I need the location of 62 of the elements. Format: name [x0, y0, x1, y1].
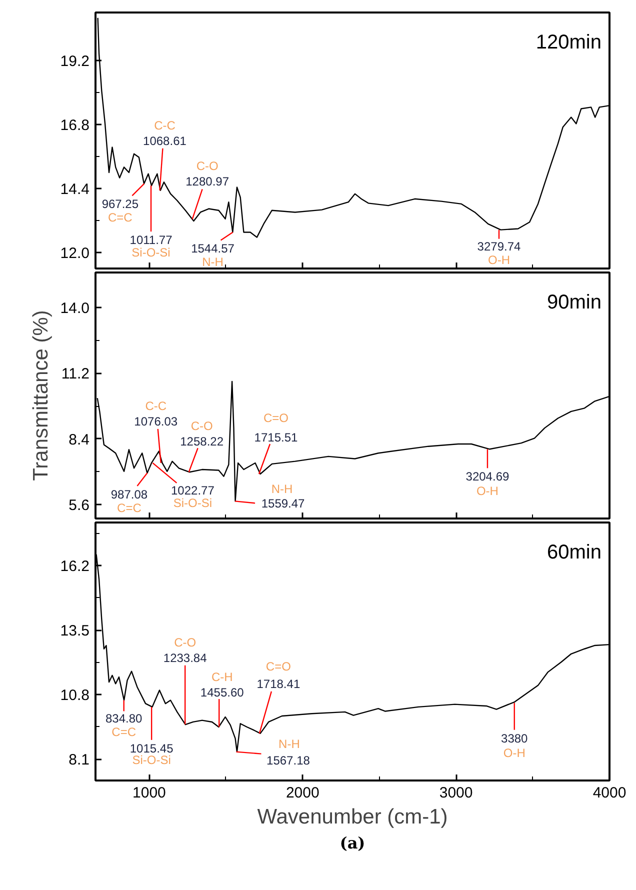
annotation: Si-O-Si [132, 752, 171, 767]
x-tick-label: 4000 [592, 784, 626, 802]
y-tick-label: 5.6 [68, 496, 90, 514]
annotation: 1455.60 [200, 685, 244, 700]
x-tick-label: 1000 [132, 784, 166, 802]
annotation: N-H [278, 736, 300, 751]
annotation: 1015.45 [130, 741, 174, 756]
x-tick-label: 2000 [286, 784, 320, 802]
annotation: 1011.77 [130, 233, 173, 248]
y-tick-label: 8.4 [68, 431, 90, 448]
annotation: 1544.57 [191, 242, 235, 256]
y-tick-label: 12.0 [60, 245, 90, 262]
text: (a) [340, 834, 366, 852]
annotation: 967.25 [102, 197, 139, 212]
y-tick-label: 8.1 [68, 752, 90, 768]
annotation: 1068.61 [143, 134, 187, 148]
annotation: 834.80 [106, 712, 143, 726]
annotation: 1280.97 [186, 174, 230, 189]
x-axis-title: Wavenumber (cm-1) [257, 806, 448, 828]
annotation: 3380 [501, 731, 528, 746]
annotation: O-H [476, 484, 498, 498]
y-tick-label: 16.8 [60, 117, 90, 134]
y-tick-label: 11.2 [61, 366, 90, 383]
y-tick-label: 10.8 [60, 687, 90, 704]
text: 120min [536, 32, 602, 54]
annotation: C-O [174, 635, 196, 650]
annotation: C=C [117, 501, 142, 516]
annotation: 3204.69 [466, 470, 510, 484]
annotation: C-O [196, 159, 218, 174]
annotation: C-O [190, 419, 213, 434]
text: 90min [547, 292, 602, 314]
y-tick-label: 16.2 [60, 558, 90, 575]
annotation: C-H [211, 670, 233, 684]
annotation: 1715.51 [254, 430, 298, 444]
y-tick-label: 14.0 [60, 300, 90, 318]
annotation: O-H [488, 252, 510, 267]
annotation: C-C [154, 118, 176, 132]
annotation: 1559.47 [261, 496, 306, 511]
annotation: 1258.22 [180, 434, 224, 449]
y-tick-label: 19.2 [60, 53, 90, 70]
annotation: C-C [145, 398, 167, 413]
annotation: 1718.41 [256, 676, 300, 691]
x-tick-label: 3000 [439, 784, 473, 802]
annotation: 1567.18 [266, 753, 310, 768]
annotation: C=O [263, 410, 288, 425]
annotation: N-H [202, 255, 224, 270]
y-tick-label: 14.4 [60, 181, 90, 198]
annotation: 3279.74 [477, 239, 522, 254]
annotation: O-H [503, 746, 526, 760]
annotation: 1233.84 [163, 650, 208, 665]
annotation: 1022.77 [171, 483, 215, 498]
annotation: 1076.03 [134, 414, 178, 428]
y-axis-title: Transmittance (%) [29, 310, 52, 481]
annotation: N-H [271, 482, 293, 496]
annotation: C=C [112, 725, 136, 740]
annotation: Si-O-Si [132, 246, 170, 260]
annotation: C=O [266, 659, 291, 674]
annotation: C=C [108, 210, 133, 225]
annotation: 987.08 [110, 488, 148, 502]
text: 60min [547, 542, 602, 564]
y-tick-label: 13.5 [60, 622, 90, 640]
annotation: Si-O-Si [173, 496, 212, 510]
